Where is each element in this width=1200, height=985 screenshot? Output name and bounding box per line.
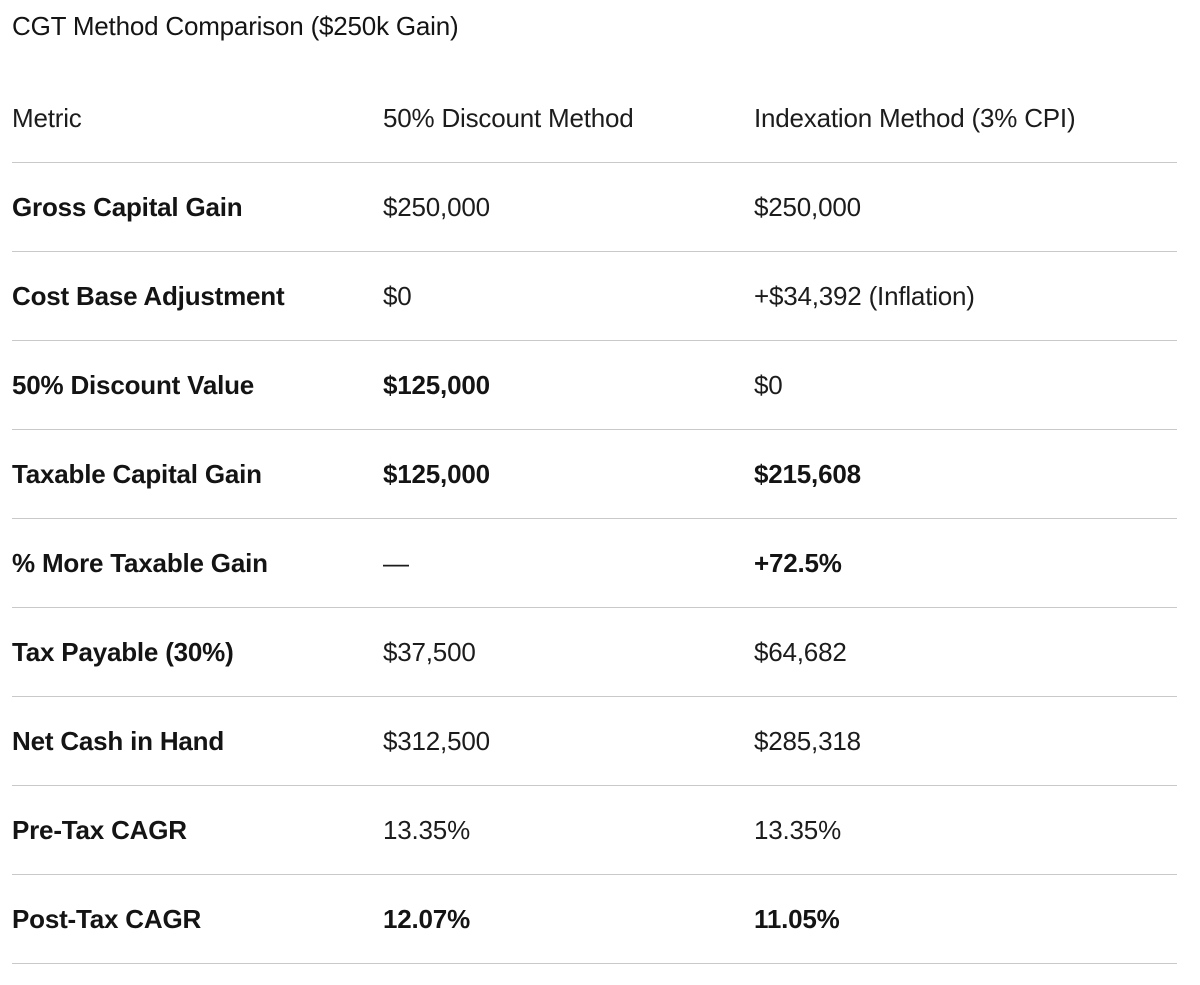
table-row: Pre-Tax CAGR 13.35% 13.35%	[12, 785, 1177, 875]
metric-cell: Net Cash in Hand	[12, 696, 383, 786]
discount-method-cell: $37,500	[383, 607, 754, 697]
table-row: Tax Payable (30%) $37,500 $64,682	[12, 607, 1177, 697]
table-row: Post-Tax CAGR 12.07% 11.05%	[12, 874, 1177, 964]
indexation-method-cell: $0	[754, 340, 1177, 430]
discount-method-cell: 13.35%	[383, 785, 754, 875]
table-row: Net Cash in Hand $312,500 $285,318	[12, 696, 1177, 786]
discount-method-cell: $312,500	[383, 696, 754, 786]
column-header-discount-method: 50% Discount Method	[383, 74, 754, 163]
metric-cell: Tax Payable (30%)	[12, 607, 383, 697]
header-row: Metric 50% Discount Method Indexation Me…	[12, 74, 1177, 163]
indexation-method-cell: $250,000	[754, 162, 1177, 252]
table-row: % More Taxable Gain — +72.5%	[12, 518, 1177, 608]
metric-cell: Post-Tax CAGR	[12, 874, 383, 964]
table-row: Taxable Capital Gain $125,000 $215,608	[12, 429, 1177, 519]
indexation-method-cell: $285,318	[754, 696, 1177, 786]
table-row: 50% Discount Value $125,000 $0	[12, 340, 1177, 430]
table-row: Cost Base Adjustment $0 +$34,392 (Inflat…	[12, 251, 1177, 341]
table-header: Metric 50% Discount Method Indexation Me…	[12, 74, 1177, 163]
metric-cell: Gross Capital Gain	[12, 162, 383, 252]
indexation-method-cell: 11.05%	[754, 874, 1177, 964]
discount-method-cell: $125,000	[383, 340, 754, 430]
page-title: CGT Method Comparison ($250k Gain)	[12, 11, 459, 41]
metric-cell: Pre-Tax CAGR	[12, 785, 383, 875]
metric-cell: Taxable Capital Gain	[12, 429, 383, 519]
cgt-comparison-table: Metric 50% Discount Method Indexation Me…	[12, 74, 1177, 964]
discount-method-cell: —	[383, 518, 754, 608]
discount-method-cell: $125,000	[383, 429, 754, 519]
discount-method-cell: $0	[383, 251, 754, 341]
indexation-method-cell: $64,682	[754, 607, 1177, 697]
discount-method-cell: 12.07%	[383, 874, 754, 964]
indexation-method-cell: +72.5%	[754, 518, 1177, 608]
discount-method-cell: $250,000	[383, 162, 754, 252]
table-body: Gross Capital Gain $250,000 $250,000 Cos…	[12, 162, 1177, 964]
column-header-metric: Metric	[12, 74, 383, 163]
indexation-method-cell: 13.35%	[754, 785, 1177, 875]
column-header-indexation-method: Indexation Method (3% CPI)	[754, 74, 1177, 163]
indexation-method-cell: $215,608	[754, 429, 1177, 519]
metric-cell: Cost Base Adjustment	[12, 251, 383, 341]
metric-cell: % More Taxable Gain	[12, 518, 383, 608]
indexation-method-cell: +$34,392 (Inflation)	[754, 251, 1177, 341]
table-row: Gross Capital Gain $250,000 $250,000	[12, 162, 1177, 252]
metric-cell: 50% Discount Value	[12, 340, 383, 430]
